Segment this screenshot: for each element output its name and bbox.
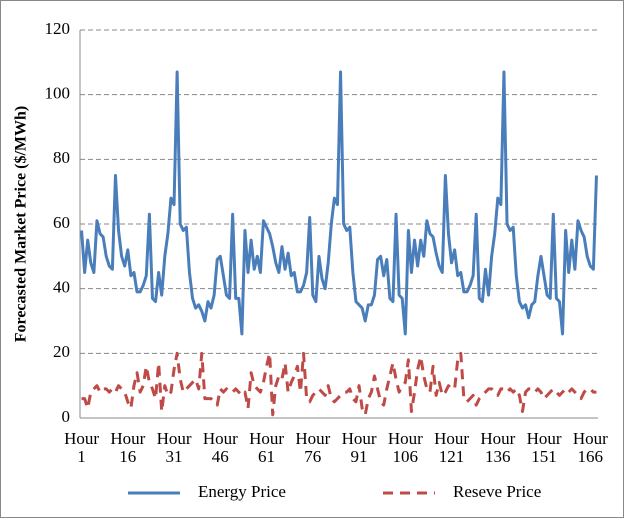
legend-label: Energy Price [198, 482, 286, 501]
x-tick-label: Hour 31 [157, 429, 192, 466]
x-tick-label: Hour 106 [388, 429, 423, 466]
y-tick-label: 40 [53, 278, 70, 297]
y-tick-label: 60 [53, 213, 70, 232]
x-tick-label: Hour 121 [434, 429, 469, 466]
x-tick-label: Hour 136 [480, 429, 515, 466]
x-tick-label: Hour 1 [64, 429, 99, 466]
y-tick-label: 80 [53, 148, 70, 167]
x-tick-label: Hour 91 [342, 429, 377, 466]
series-line [80, 70, 598, 336]
x-tick-label: Hour 166 [573, 429, 608, 466]
x-tick-label: Hour 61 [249, 429, 284, 466]
series-line [81, 351, 597, 417]
x-tick-label: Hour 46 [203, 429, 238, 466]
y-tick-label: 20 [53, 342, 70, 361]
y-tick-label: 100 [45, 84, 71, 103]
y-tick-label: 120 [45, 19, 71, 38]
x-tick-label: Hour 16 [110, 429, 145, 466]
y-tick-label: 0 [62, 407, 71, 426]
legend-label: Reseve Price [453, 482, 541, 501]
x-tick-label: Hour 76 [295, 429, 330, 466]
y-axis-label: Forecasted Market Price ($/MWh) [13, 106, 30, 343]
x-tick-label: Hour 151 [527, 429, 562, 466]
